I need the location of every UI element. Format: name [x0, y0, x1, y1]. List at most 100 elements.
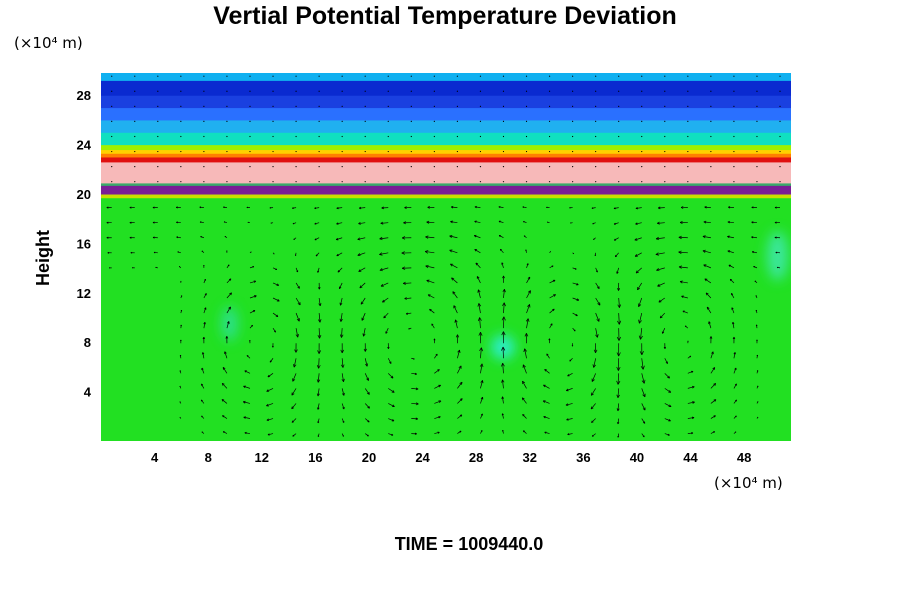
wind-vector	[249, 266, 255, 269]
wind-vector	[641, 433, 645, 438]
wind-vector-dot	[410, 90, 412, 92]
wind-vector	[203, 264, 205, 268]
wind-vector	[153, 251, 158, 254]
wind-vector	[709, 336, 713, 344]
wind-vector-dot	[433, 120, 435, 123]
wind-vector	[200, 236, 205, 239]
wind-vector-dot	[456, 120, 458, 123]
wind-vector	[411, 387, 419, 391]
wind-vector-dot	[456, 105, 458, 107]
wind-vector-dot	[548, 75, 551, 77]
wind-vector-dot	[341, 120, 343, 123]
wind-vector	[480, 413, 483, 419]
wind-vector-dot	[111, 150, 113, 153]
wind-vector-dot	[134, 90, 136, 92]
wind-vector	[526, 304, 531, 314]
wind-vector	[364, 418, 370, 423]
wind-vector	[727, 235, 734, 239]
wind-vector	[498, 220, 504, 224]
wind-vector	[203, 293, 207, 299]
wind-vector	[617, 282, 621, 291]
wind-vector-dot	[134, 150, 136, 153]
wind-vector-dot	[295, 75, 297, 77]
wind-vector	[641, 388, 646, 398]
wind-vector	[478, 332, 483, 344]
wind-vector	[756, 401, 759, 404]
wind-vector	[455, 334, 460, 344]
contour-band-10	[101, 119, 791, 133]
wind-vector	[272, 312, 279, 318]
wind-vector-dot	[641, 105, 643, 107]
wind-vector-dot	[572, 150, 574, 153]
wind-vector-dot	[733, 166, 735, 168]
wind-vector-dot	[387, 135, 389, 138]
wind-vector-dot	[180, 181, 182, 183]
wind-vector-dot	[456, 150, 458, 153]
wind-vector	[727, 220, 734, 224]
wind-vector	[457, 430, 462, 434]
x-tick-label: 16	[308, 450, 322, 465]
wind-vector-dot	[410, 120, 412, 123]
x-axis-ticks: 4 8 12 16 20 24 28 32 36 40 44 48	[151, 450, 751, 465]
wind-vector	[129, 206, 135, 209]
wind-vector	[565, 388, 573, 392]
wind-vector	[291, 418, 297, 423]
x-tick-label: 12	[255, 450, 269, 465]
wind-vector	[679, 280, 688, 284]
wind-vector	[703, 264, 712, 269]
wind-vector-dot	[779, 75, 781, 77]
wind-vector	[315, 252, 320, 257]
wind-vector-dot	[410, 135, 412, 138]
wind-vector	[318, 297, 322, 307]
wind-vector	[549, 251, 551, 254]
wind-vector-dot	[203, 135, 205, 138]
wind-vector	[340, 343, 344, 354]
wind-vector	[380, 221, 389, 225]
contour-band-0	[101, 197, 791, 441]
wind-vector	[179, 385, 182, 389]
y-tick-label: 4	[84, 385, 92, 400]
x-tick-label: 32	[523, 450, 537, 465]
wind-vector-dot	[618, 181, 620, 183]
wind-vector-dot	[756, 135, 758, 138]
wind-vector	[293, 358, 297, 368]
wind-vector	[411, 357, 415, 360]
wind-vector	[501, 362, 505, 374]
wind-vector	[224, 235, 228, 239]
wind-vector-dot	[157, 181, 159, 183]
wind-vector-dot	[364, 150, 366, 153]
time-readout: TIME = 1009440.0	[395, 534, 544, 554]
wind-vector-dot	[779, 166, 781, 168]
wind-vector-dot	[779, 120, 781, 123]
y-tick-label: 16	[77, 236, 91, 251]
wind-vector	[501, 396, 505, 404]
wind-vector-dot	[318, 135, 320, 138]
wind-vector	[341, 418, 345, 423]
wind-vector-dot	[548, 135, 551, 138]
wind-vector	[710, 415, 716, 419]
wind-vector	[130, 251, 135, 254]
wind-vector-dot	[111, 105, 113, 107]
wind-vector-dot	[364, 75, 366, 77]
wind-vector	[613, 207, 619, 210]
wind-vector	[294, 252, 297, 256]
wind-vector	[379, 252, 389, 256]
wind-vector	[502, 289, 506, 299]
x-tick-label: 20	[362, 450, 376, 465]
wind-vector	[733, 415, 737, 419]
wind-vector	[616, 388, 620, 398]
wind-vector	[523, 235, 527, 239]
wind-vector	[292, 222, 297, 225]
wind-vector-dot	[410, 150, 412, 153]
wind-vector	[474, 220, 481, 224]
wind-vector-dot	[710, 150, 712, 153]
wind-vector-dot	[433, 166, 435, 168]
wind-vector	[638, 312, 643, 324]
contour-band-12	[101, 95, 791, 109]
wind-vector-dot	[410, 166, 412, 168]
wind-vector-dot	[111, 75, 113, 77]
wind-vector-dot	[641, 90, 643, 92]
wind-vector-dot	[249, 90, 251, 92]
wind-vector	[594, 252, 597, 256]
wind-vector	[426, 279, 435, 284]
